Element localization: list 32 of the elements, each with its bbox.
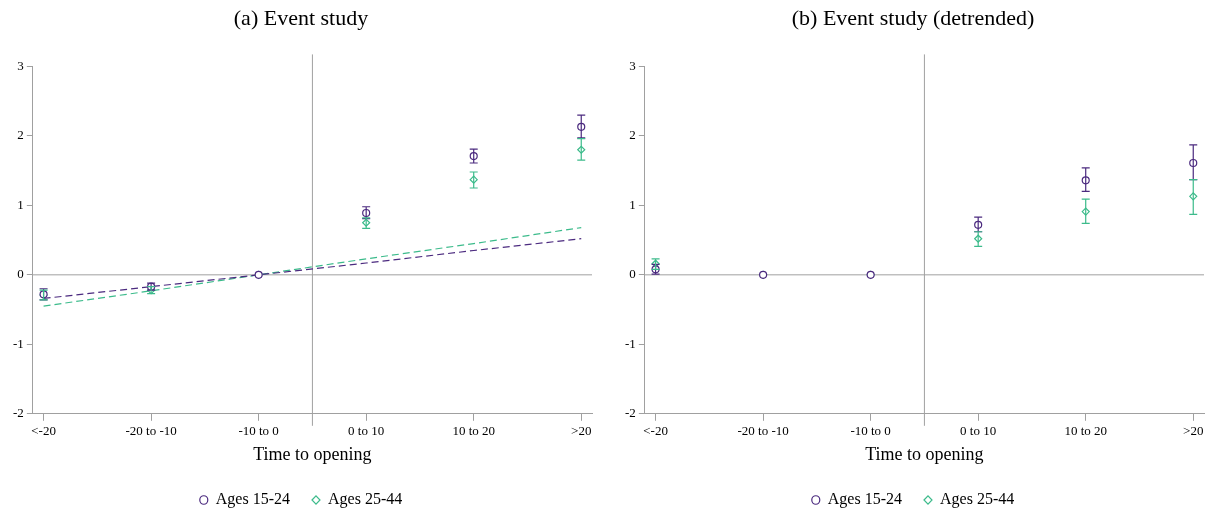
y-tick-label: 2 bbox=[629, 127, 636, 143]
y-tick-label: 0 bbox=[17, 266, 24, 282]
legend-label: Ages 25-44 bbox=[940, 490, 1015, 509]
x-axis-title: Time to opening bbox=[253, 443, 372, 464]
x-tick-label: 0 to 10 bbox=[960, 423, 997, 439]
x-tick-label: <-20 bbox=[31, 423, 56, 439]
x-tick-label: >20 bbox=[571, 423, 592, 439]
y-tick-label: -2 bbox=[624, 405, 636, 421]
legend-label: Ages 15-24 bbox=[827, 490, 903, 509]
y-tick-label: 2 bbox=[17, 127, 24, 143]
y-tick-label: 3 bbox=[17, 57, 24, 73]
x-tick-label: 10 to 20 bbox=[452, 423, 496, 439]
y-tick-label: -1 bbox=[624, 335, 636, 351]
y-tick-label: 3 bbox=[629, 57, 636, 73]
x-tick-label: -10 to 0 bbox=[850, 423, 891, 439]
x-tick-label: -20 to -10 bbox=[125, 423, 177, 439]
y-tick-label: 0 bbox=[629, 266, 636, 282]
legend-label: Ages 25-44 bbox=[328, 490, 403, 509]
y-tick-label: 1 bbox=[629, 196, 636, 212]
x-tick-label: 10 to 20 bbox=[1064, 423, 1108, 439]
y-tick-label: -1 bbox=[12, 335, 24, 351]
y-tick-label: 1 bbox=[17, 196, 24, 212]
chart-title: (b) Event study (detrended) bbox=[791, 4, 1035, 30]
chart-title: (a) Event study bbox=[233, 4, 369, 30]
x-tick-label: 0 to 10 bbox=[348, 423, 385, 439]
x-tick-label: -20 to -10 bbox=[737, 423, 789, 439]
legend-label: Ages 15-24 bbox=[215, 490, 291, 509]
x-tick-label: >20 bbox=[1183, 423, 1204, 439]
x-axis-title: Time to opening bbox=[865, 443, 984, 464]
x-tick-label: -10 to 0 bbox=[238, 423, 279, 439]
x-tick-label: <-20 bbox=[643, 423, 668, 439]
y-tick-label: -2 bbox=[12, 405, 24, 421]
